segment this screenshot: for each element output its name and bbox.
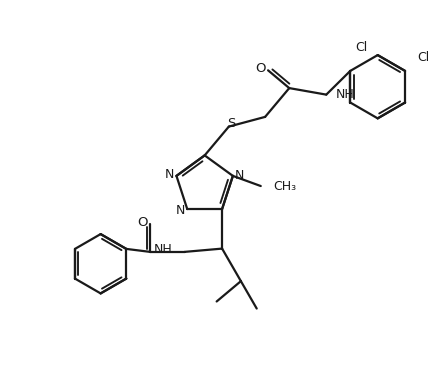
Text: N: N (235, 169, 244, 182)
Text: NH: NH (336, 88, 355, 101)
Text: O: O (255, 62, 265, 75)
Text: S: S (228, 117, 236, 130)
Text: N: N (175, 204, 185, 217)
Text: NH: NH (154, 244, 173, 256)
Text: O: O (137, 216, 147, 229)
Text: Cl: Cl (356, 41, 368, 54)
Text: N: N (165, 168, 174, 181)
Text: CH₃: CH₃ (273, 179, 297, 193)
Text: Cl: Cl (417, 51, 428, 63)
